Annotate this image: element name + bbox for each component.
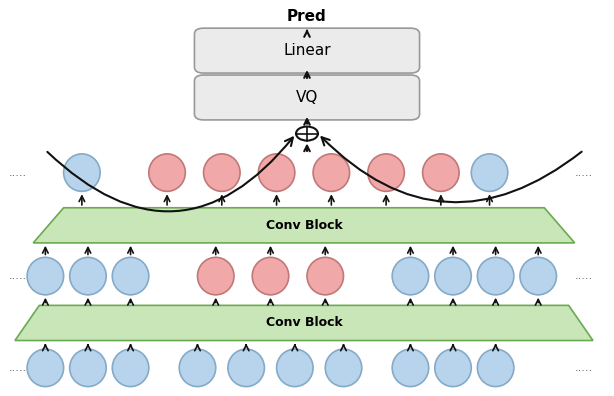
Ellipse shape [477, 349, 514, 386]
Ellipse shape [307, 257, 343, 295]
Ellipse shape [204, 154, 240, 191]
Polygon shape [15, 305, 593, 341]
Text: .....: ..... [9, 363, 27, 373]
Ellipse shape [252, 257, 289, 295]
Ellipse shape [70, 349, 106, 386]
Ellipse shape [149, 154, 185, 191]
Text: .....: ..... [575, 363, 593, 373]
Ellipse shape [198, 257, 234, 295]
FancyBboxPatch shape [195, 75, 419, 120]
Ellipse shape [520, 257, 556, 295]
Ellipse shape [472, 154, 508, 191]
Ellipse shape [477, 257, 514, 295]
Ellipse shape [179, 349, 216, 386]
Ellipse shape [64, 154, 100, 191]
Ellipse shape [392, 257, 429, 295]
Ellipse shape [422, 154, 459, 191]
Ellipse shape [435, 349, 472, 386]
Ellipse shape [276, 349, 313, 386]
Polygon shape [33, 208, 575, 243]
Ellipse shape [112, 349, 149, 386]
Ellipse shape [27, 349, 64, 386]
FancyBboxPatch shape [195, 28, 419, 73]
Ellipse shape [435, 257, 472, 295]
FancyArrowPatch shape [47, 137, 293, 211]
Text: .....: ..... [9, 271, 27, 281]
FancyArrowPatch shape [322, 137, 581, 202]
Ellipse shape [27, 257, 64, 295]
Ellipse shape [325, 349, 362, 386]
Text: .....: ..... [575, 168, 593, 178]
Ellipse shape [228, 349, 265, 386]
Ellipse shape [313, 154, 349, 191]
Text: VQ: VQ [296, 90, 318, 105]
Text: Conv Block: Conv Block [266, 219, 343, 232]
Ellipse shape [258, 154, 295, 191]
Text: .....: ..... [575, 271, 593, 281]
Ellipse shape [112, 257, 149, 295]
Ellipse shape [368, 154, 405, 191]
Circle shape [296, 127, 318, 141]
Ellipse shape [392, 349, 429, 386]
Text: .....: ..... [9, 168, 27, 178]
Text: Pred: Pred [287, 9, 327, 24]
Ellipse shape [70, 257, 106, 295]
Text: Conv Block: Conv Block [266, 316, 343, 329]
Text: Linear: Linear [283, 43, 331, 58]
